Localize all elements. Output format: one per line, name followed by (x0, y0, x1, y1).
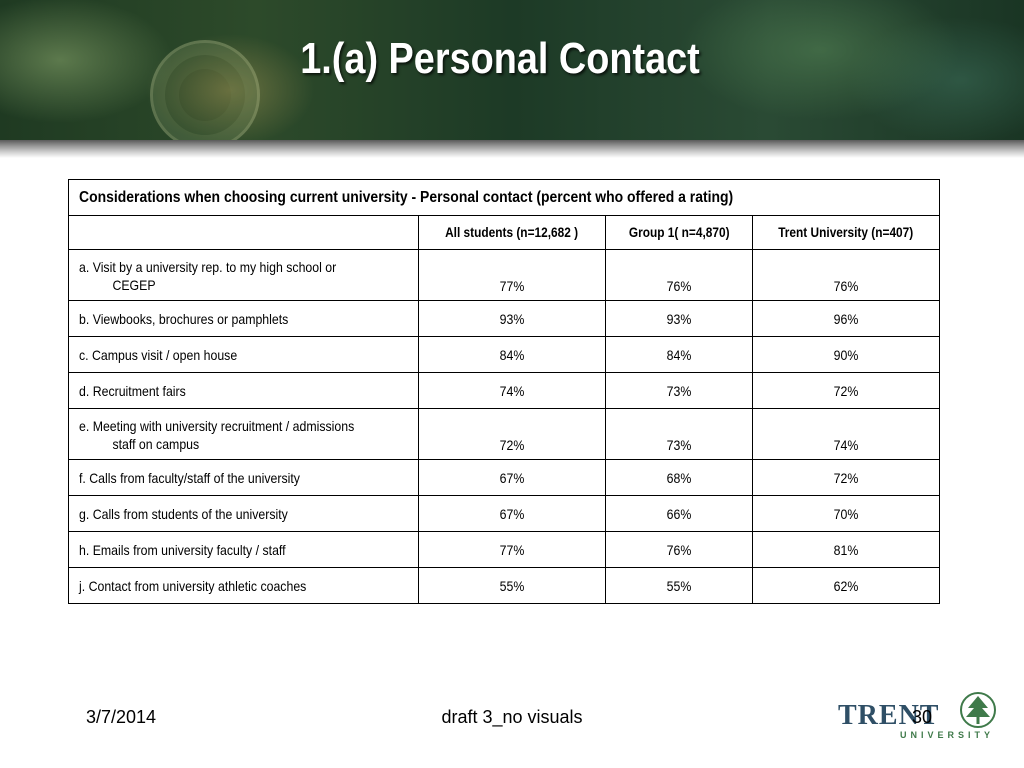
row-label: c. Campus visit / open house (68, 336, 419, 373)
trent-logo: TRENT UNIVERSITY (838, 690, 1000, 746)
row-label: e. Meeting with university recruitment /… (68, 408, 419, 460)
cell-group-1: 76% (604, 531, 754, 568)
table-row: c. Campus visit / open house 84% 84% 90% (68, 336, 940, 373)
cell-trent: 74% (752, 408, 940, 460)
cell-group-1: 68% (604, 459, 754, 496)
cell-all-students: 77% (417, 531, 606, 568)
row-label: g. Calls from students of the university (68, 495, 419, 532)
cell-all-students: 67% (417, 495, 606, 532)
cell-group-1: 66% (604, 495, 754, 532)
table-row: j. Contact from university athletic coac… (68, 567, 940, 604)
table-row: a. Visit by a university rep. to my high… (68, 249, 940, 301)
cell-trent: 76% (752, 249, 940, 301)
cell-trent: 72% (752, 459, 940, 496)
footer-center-text: draft 3_no visuals (441, 707, 583, 727)
row-label: h. Emails from university faculty / staf… (68, 531, 419, 568)
cell-all-students: 74% (417, 372, 606, 409)
row-label: a. Visit by a university rep. to my high… (68, 249, 419, 301)
personal-contact-table: Considerations when choosing current uni… (68, 179, 940, 604)
header-all-students: All students (n=12,682 ) (417, 215, 606, 250)
row-label: b. Viewbooks, brochures or pamphlets (68, 300, 419, 337)
row-label: f. Calls from faculty/staff of the unive… (68, 459, 419, 496)
cell-group-1: 76% (604, 249, 754, 301)
footer-date: 3/7/2014 (86, 707, 157, 727)
logo-subtitle: UNIVERSITY (900, 730, 995, 740)
cell-all-students: 93% (417, 300, 606, 337)
header-banner (0, 0, 1024, 150)
cell-trent: 62% (752, 567, 940, 604)
table-row: f. Calls from faculty/staff of the unive… (68, 459, 940, 496)
cell-all-students: 77% (417, 249, 606, 301)
cell-all-students: 55% (417, 567, 606, 604)
cell-trent: 70% (752, 495, 940, 532)
cell-trent: 81% (752, 531, 940, 568)
cell-trent: 90% (752, 336, 940, 373)
header-trent-university: Trent University (n=407) (752, 215, 940, 250)
header-group-1: Group 1( n=4,870) (604, 215, 754, 250)
table-row: h. Emails from university faculty / staf… (68, 531, 940, 568)
row-label: j. Contact from university athletic coac… (68, 567, 419, 604)
cell-all-students: 72% (417, 408, 606, 460)
cell-group-1: 93% (604, 300, 754, 337)
header-blank (68, 215, 419, 250)
table-row: b. Viewbooks, brochures or pamphlets 93%… (68, 300, 940, 337)
page-number: 30 (912, 707, 933, 727)
slide-title: 1.(a) Personal Contact (300, 34, 700, 83)
cell-group-1: 73% (604, 372, 754, 409)
tree-icon (960, 692, 996, 728)
cell-all-students: 67% (417, 459, 606, 496)
cell-trent: 96% (752, 300, 940, 337)
table-row: d. Recruitment fairs 74% 73% 72% (68, 372, 940, 409)
table-row: g. Calls from students of the university… (68, 495, 940, 532)
row-label: d. Recruitment fairs (68, 372, 419, 409)
banner-shadow (0, 140, 1024, 158)
cell-trent: 72% (752, 372, 940, 409)
table-caption: Considerations when choosing current uni… (68, 179, 940, 216)
cell-group-1: 55% (604, 567, 754, 604)
cell-group-1: 84% (604, 336, 754, 373)
cell-group-1: 73% (604, 408, 754, 460)
cell-all-students: 84% (417, 336, 606, 373)
logo-wordmark: TRENT (838, 700, 940, 731)
table-row: e. Meeting with university recruitment /… (68, 408, 940, 460)
